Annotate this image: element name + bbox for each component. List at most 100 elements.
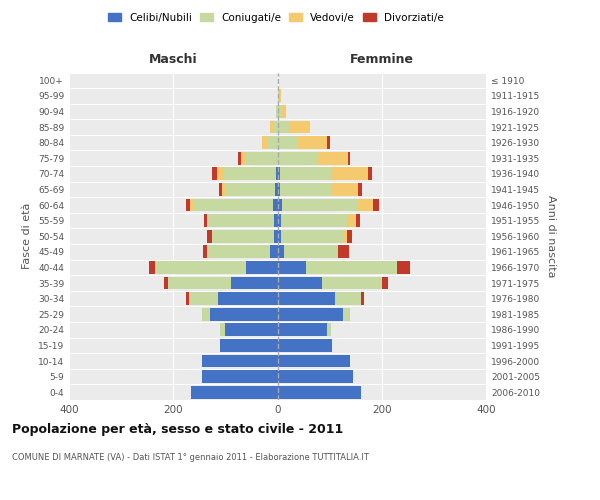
- Bar: [190, 198, 193, 211]
- Text: COMUNE DI MARNATE (VA) - Dati ISTAT 1° gennaio 2011 - Elaborazione TUTTITALIA.IT: COMUNE DI MARNATE (VA) - Dati ISTAT 1° g…: [12, 452, 369, 462]
- Bar: [204, 214, 206, 227]
- Bar: [338, 246, 349, 258]
- Bar: [349, 214, 356, 227]
- Bar: [332, 183, 358, 196]
- Bar: [348, 152, 350, 164]
- Legend: Celibi/Nubili, Coniugati/e, Vedovi/e, Divorziati/e: Celibi/Nubili, Coniugati/e, Vedovi/e, Di…: [108, 12, 444, 22]
- Bar: [203, 246, 207, 258]
- Bar: [206, 214, 274, 227]
- Bar: [270, 120, 274, 134]
- Bar: [212, 168, 217, 180]
- Bar: [267, 136, 277, 149]
- Bar: [226, 183, 275, 196]
- Bar: [246, 152, 277, 164]
- Bar: [277, 120, 289, 134]
- Bar: [224, 168, 277, 180]
- Bar: [277, 354, 350, 368]
- Bar: [280, 168, 332, 180]
- Bar: [279, 90, 281, 102]
- Bar: [361, 292, 364, 305]
- Bar: [149, 261, 155, 274]
- Y-axis label: Fasce di età: Fasce di età: [22, 203, 32, 270]
- Bar: [281, 105, 286, 118]
- Bar: [306, 261, 397, 274]
- Bar: [281, 198, 357, 211]
- Bar: [298, 136, 327, 149]
- Bar: [186, 198, 190, 211]
- Bar: [277, 324, 327, 336]
- Bar: [277, 386, 361, 398]
- Bar: [217, 168, 224, 180]
- Bar: [356, 214, 361, 227]
- Bar: [218, 292, 277, 305]
- Bar: [357, 198, 373, 211]
- Bar: [210, 308, 277, 320]
- Bar: [277, 308, 343, 320]
- Bar: [212, 230, 274, 242]
- Bar: [155, 261, 246, 274]
- Bar: [373, 198, 379, 211]
- Bar: [347, 230, 352, 242]
- Bar: [274, 214, 277, 227]
- Bar: [277, 105, 281, 118]
- Bar: [241, 152, 246, 164]
- Bar: [275, 183, 277, 196]
- Bar: [164, 276, 168, 289]
- Text: Popolazione per età, sesso e stato civile - 2011: Popolazione per età, sesso e stato civil…: [12, 422, 343, 436]
- Bar: [277, 214, 281, 227]
- Bar: [335, 292, 361, 305]
- Bar: [358, 183, 362, 196]
- Bar: [277, 370, 353, 383]
- Bar: [226, 324, 277, 336]
- Bar: [186, 292, 189, 305]
- Bar: [230, 276, 277, 289]
- Bar: [327, 136, 329, 149]
- Bar: [238, 152, 241, 164]
- Bar: [262, 136, 267, 149]
- Text: Femmine: Femmine: [350, 54, 414, 66]
- Bar: [219, 183, 222, 196]
- Bar: [274, 198, 277, 211]
- Bar: [277, 152, 317, 164]
- Bar: [277, 261, 306, 274]
- Bar: [202, 308, 210, 320]
- Bar: [277, 276, 322, 289]
- Bar: [397, 261, 410, 274]
- Bar: [189, 292, 218, 305]
- Text: Maschi: Maschi: [149, 54, 197, 66]
- Bar: [202, 354, 277, 368]
- Bar: [277, 292, 335, 305]
- Bar: [274, 230, 277, 242]
- Bar: [220, 324, 226, 336]
- Bar: [168, 276, 230, 289]
- Bar: [382, 276, 388, 289]
- Bar: [222, 183, 226, 196]
- Bar: [277, 198, 281, 211]
- Bar: [246, 261, 277, 274]
- Bar: [274, 120, 277, 134]
- Bar: [281, 214, 349, 227]
- Bar: [277, 246, 284, 258]
- Bar: [322, 276, 382, 289]
- Bar: [343, 308, 350, 320]
- Bar: [332, 168, 368, 180]
- Bar: [269, 246, 277, 258]
- Bar: [277, 339, 332, 352]
- Bar: [289, 120, 310, 134]
- Bar: [280, 183, 332, 196]
- Bar: [277, 168, 280, 180]
- Bar: [327, 324, 331, 336]
- Bar: [220, 339, 277, 352]
- Bar: [343, 230, 347, 242]
- Bar: [202, 370, 277, 383]
- Bar: [277, 90, 279, 102]
- Bar: [207, 246, 269, 258]
- Bar: [284, 246, 338, 258]
- Bar: [281, 230, 343, 242]
- Bar: [191, 386, 277, 398]
- Bar: [317, 152, 348, 164]
- Bar: [193, 198, 274, 211]
- Bar: [206, 230, 212, 242]
- Bar: [277, 230, 281, 242]
- Bar: [368, 168, 373, 180]
